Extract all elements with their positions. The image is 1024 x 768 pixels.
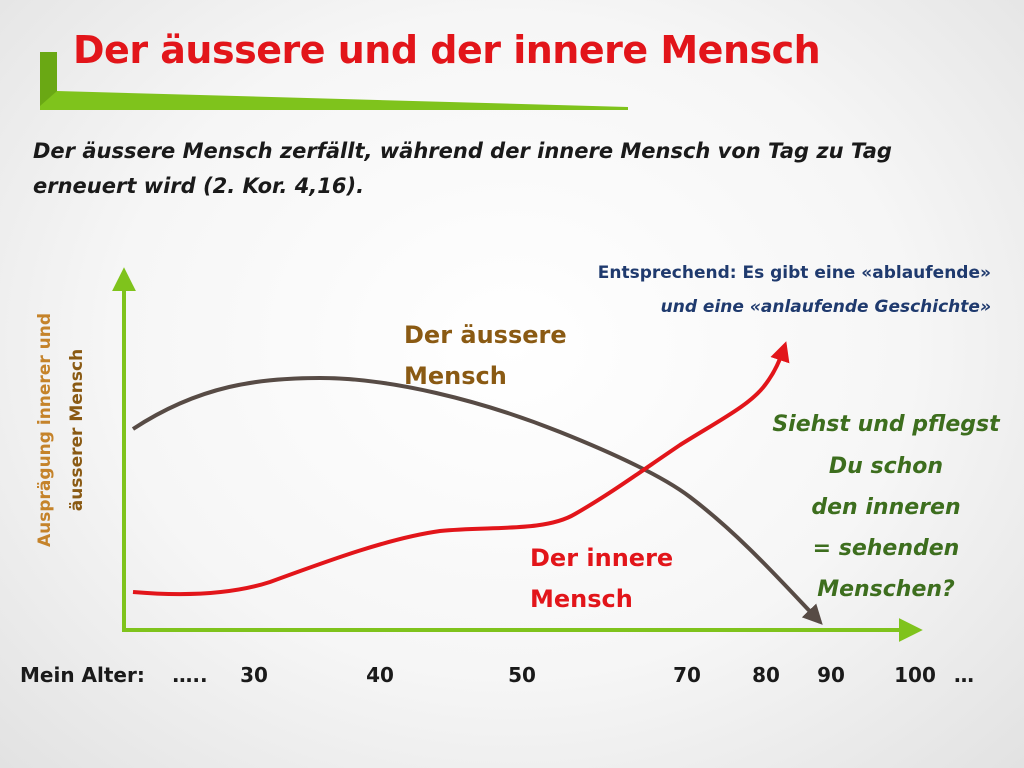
slide-title: Der äussere und der innere Mensch	[73, 28, 821, 72]
x-axis-prefix: Mein Alter:	[20, 663, 145, 687]
y-axis-label-line-1: Ausprägung innerer und	[35, 313, 55, 547]
y-axis-label-line-2: äusserer Mensch	[67, 349, 87, 511]
outer-person-curve	[131, 375, 823, 625]
top-note-line-2: und eine «anlaufende Geschichte»	[660, 297, 991, 317]
subtitle: Der äussere Mensch zerfällt, während der…	[33, 139, 892, 198]
y-axis-label: Ausprägung innerer und äusserer Mensch	[35, 313, 87, 547]
top-note: Entsprechend: Es gibt eine «ablaufende» …	[598, 256, 991, 324]
x-tick-0: …..	[172, 663, 207, 687]
question-annotation: Siehst und pflegst Du schon den inneren …	[772, 412, 1001, 602]
question-line-2: Du schon	[829, 454, 943, 479]
x-tick-1: 30	[240, 663, 268, 687]
outer-person-label-line-1: Der äussere	[404, 321, 567, 349]
x-tick-6: 90	[817, 663, 845, 687]
x-tick-3: 50	[508, 663, 536, 687]
x-tick-5: 80	[752, 663, 780, 687]
x-tick-2: 40	[366, 663, 394, 687]
x-tick-8: …	[954, 663, 974, 687]
x-tick-4: 70	[673, 663, 701, 687]
inner-person-label-line-1: Der innere	[530, 544, 673, 572]
title-bracket-shape	[40, 52, 628, 110]
inner-person-label-line-2: Mensch	[530, 585, 633, 613]
question-line-4: = sehenden	[813, 536, 960, 561]
question-line-1: Siehst und pflegst	[772, 412, 1001, 437]
question-line-3: den inneren	[811, 495, 960, 520]
x-tick-7: 100	[894, 663, 936, 687]
outer-person-label-line-2: Mensch	[404, 362, 507, 390]
question-line-5: Menschen?	[817, 577, 955, 602]
inner-person-curve	[132, 341, 790, 597]
top-note-line-1: Entsprechend: Es gibt eine «ablaufende»	[597, 263, 991, 283]
